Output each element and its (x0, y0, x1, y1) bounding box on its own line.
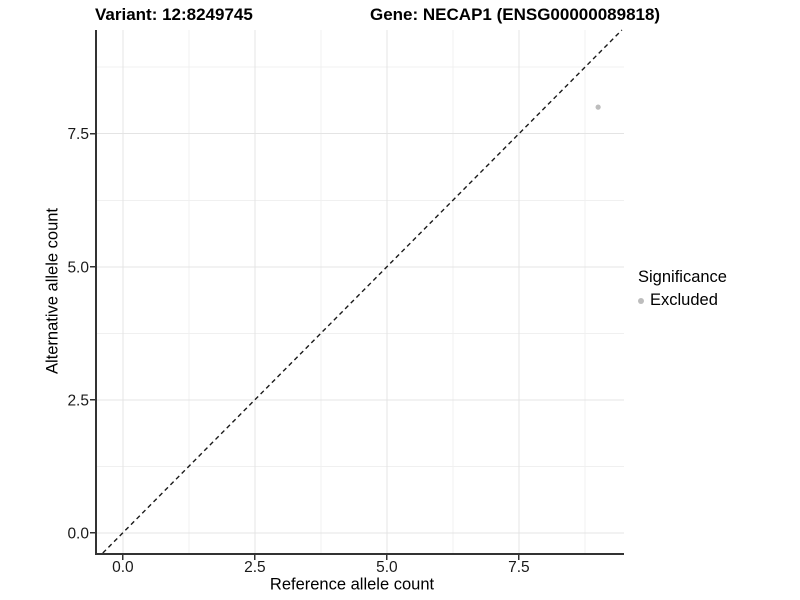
data-point (595, 104, 601, 110)
gene-title: Gene: NECAP1 (ENSG00000089818) (370, 5, 661, 24)
y-tick-label: 2.5 (67, 392, 89, 409)
y-axis-title: Alternative allele count (43, 207, 62, 375)
legend-entry-label: Excluded (650, 291, 718, 309)
legend: Significance Excluded (638, 268, 727, 310)
y-tick-label: 0.0 (67, 525, 89, 542)
identity-dashed-line (102, 29, 623, 554)
y-tick-label: 5.0 (67, 259, 89, 276)
x-axis-title: Reference allele count (269, 575, 435, 594)
y-tick-label: 7.5 (67, 126, 89, 143)
legend-title: Significance (638, 268, 727, 286)
x-tick-label: 2.5 (244, 559, 266, 576)
variant-title: Variant: 12:8249745 (95, 5, 253, 24)
x-tick-label: 5.0 (376, 559, 398, 576)
x-tick-label: 0.0 (112, 559, 134, 576)
legend-entry-excluded: Excluded (638, 291, 727, 310)
x-tick-label: 7.5 (508, 559, 530, 576)
excluded-point-icon (638, 297, 644, 304)
